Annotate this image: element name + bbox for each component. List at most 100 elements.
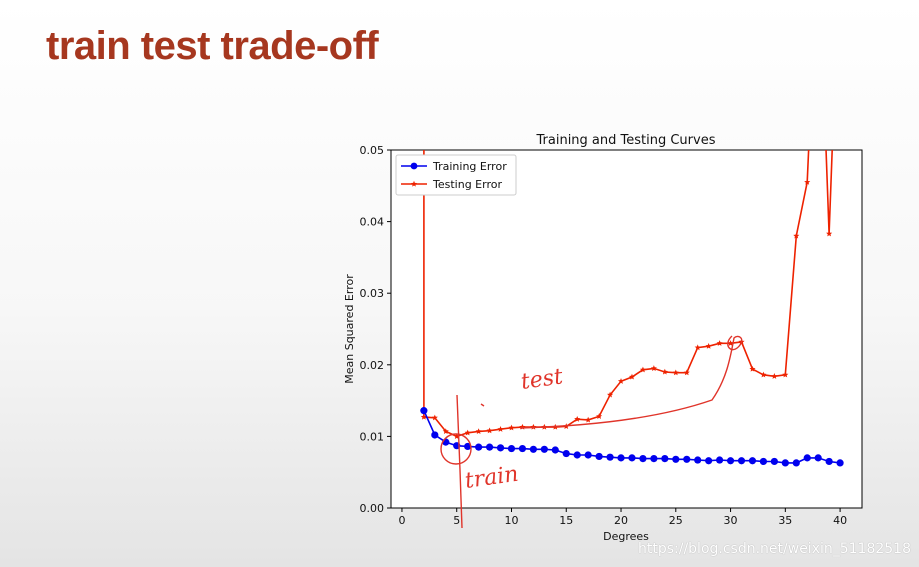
- data-point: [826, 230, 833, 237]
- x-tick-label: 5: [453, 514, 460, 527]
- data-point: [804, 179, 811, 185]
- data-point: [770, 457, 778, 466]
- data-point: [551, 446, 559, 454]
- train-circle: [440, 433, 472, 465]
- legend-marker: [410, 162, 418, 170]
- data-point: [507, 444, 516, 453]
- y-tick-label: 0.01: [360, 430, 385, 443]
- data-point: [420, 413, 427, 420]
- series-line: [423, 150, 833, 438]
- data-point: [726, 457, 735, 465]
- chart-title: Training and Testing Curves: [536, 133, 716, 148]
- watermark: https://blog.csdn.net/weixin_51182518: [637, 541, 911, 557]
- data-point: [518, 444, 527, 453]
- handwritten-annotations: [440, 335, 743, 529]
- axis-ticks: 0 5 10 15 20 25 30 35 40 0.00 0.01 0.02 0.03 0.04 0.05: [360, 144, 848, 527]
- y-tick-label: 0.04: [360, 216, 385, 229]
- test-handwritten-label: test: [519, 364, 564, 395]
- data-point: [431, 414, 438, 421]
- test-arrow-curve: [519, 335, 743, 429]
- data-point: [540, 445, 548, 453]
- data-point: [496, 444, 505, 452]
- data-point: [585, 416, 592, 423]
- data-point: [792, 459, 800, 467]
- data-point: [508, 424, 515, 431]
- x-tick-label: 40: [833, 514, 847, 527]
- data-point: [694, 344, 701, 351]
- data-point: [628, 373, 636, 380]
- data-point: [694, 456, 702, 464]
- data-point: [672, 369, 679, 376]
- data-point: [661, 368, 668, 375]
- data-point: [639, 366, 646, 373]
- legend-label: Training Error: [432, 160, 507, 173]
- data-point: [748, 457, 757, 465]
- data-point: [716, 456, 724, 464]
- data-point: [584, 451, 592, 459]
- data-point: [529, 445, 537, 453]
- data-point: [497, 426, 504, 432]
- data-point: [607, 391, 614, 398]
- x-tick-label: 10: [504, 514, 518, 527]
- data-point: [475, 443, 483, 451]
- data-point: [749, 365, 756, 372]
- legend-label: Testing Error: [432, 178, 502, 191]
- data-point: [464, 429, 471, 436]
- x-tick-label: 35: [778, 514, 792, 527]
- data-point: [596, 413, 603, 419]
- data-point: [464, 442, 472, 451]
- y-tick-label: 0.05: [360, 144, 385, 157]
- data-point: [442, 428, 449, 434]
- data-point: [705, 342, 712, 349]
- y-tick-label: 0.00: [360, 502, 385, 515]
- data-point: [781, 459, 789, 467]
- data-point: [759, 457, 768, 466]
- slide-title: train test trade-off: [46, 24, 379, 68]
- data-point: [617, 454, 625, 462]
- data-point: [574, 416, 581, 422]
- training-error-series: [420, 407, 844, 467]
- legend-marker: [410, 180, 418, 187]
- data-point: [628, 454, 636, 462]
- y-tick-label: 0.02: [360, 359, 385, 372]
- data-point: [650, 365, 657, 371]
- data-point: [485, 443, 494, 451]
- legend: Training Error Testing Error: [395, 154, 517, 196]
- x-tick-label: 30: [724, 514, 738, 527]
- data-point: [595, 452, 603, 461]
- data-point: [639, 454, 647, 463]
- train-marker-line: [456, 394, 463, 529]
- data-point: [836, 459, 844, 467]
- data-point: [431, 431, 439, 439]
- series-layer: [420, 150, 844, 467]
- data-point: [760, 371, 767, 378]
- x-tick-label: 15: [559, 514, 573, 527]
- data-point: [782, 371, 789, 378]
- data-point: [716, 340, 723, 346]
- x-tick-label: 0: [398, 514, 405, 527]
- data-point: [672, 455, 680, 463]
- data-point: [771, 373, 778, 379]
- plot-area: [390, 149, 863, 509]
- data-point: [737, 457, 746, 465]
- data-point: [825, 457, 833, 466]
- y-tick-label: 0.03: [360, 287, 385, 300]
- data-point: [793, 232, 800, 239]
- data-point: [573, 451, 581, 459]
- x-tick-label: 25: [669, 514, 683, 527]
- y-axis-label: Mean Squared Error: [343, 274, 356, 384]
- data-point: [486, 427, 493, 434]
- data-point: [606, 453, 614, 461]
- data-point: [814, 454, 822, 462]
- data-point: [420, 407, 428, 415]
- data-point: [562, 449, 570, 458]
- data-point: [475, 428, 482, 434]
- test-dot: [480, 403, 485, 407]
- data-point: [661, 454, 669, 463]
- data-point: [650, 454, 658, 463]
- data-point: [705, 457, 713, 465]
- x-axis-label: Degrees: [603, 530, 649, 543]
- data-point: [683, 455, 691, 463]
- data-point: [803, 454, 811, 462]
